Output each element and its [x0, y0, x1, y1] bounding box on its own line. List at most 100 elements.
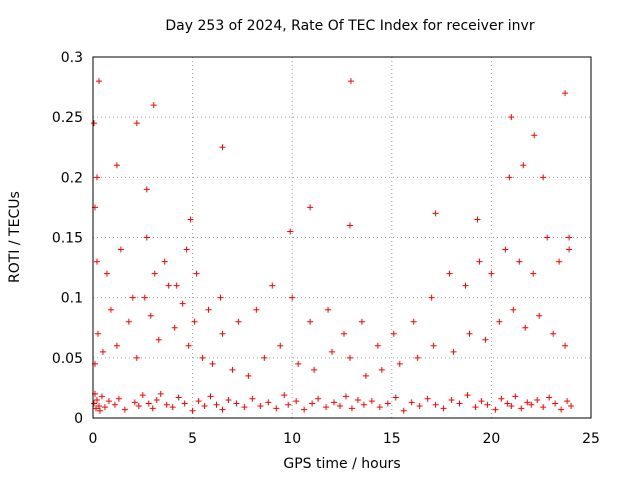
data-point — [161, 258, 168, 265]
data-point — [101, 404, 108, 411]
data-point — [354, 396, 361, 403]
data-point — [113, 162, 120, 169]
data-point — [205, 306, 212, 313]
data-point — [331, 399, 338, 406]
data-point — [117, 246, 124, 253]
y-tick-label: 0.3 — [61, 50, 83, 66]
data-point — [520, 162, 527, 169]
data-point — [315, 395, 322, 402]
data-point — [293, 398, 300, 405]
data-point — [143, 186, 150, 193]
y-tick-label: 0.25 — [52, 110, 83, 126]
data-point — [195, 398, 202, 405]
grid-lines — [93, 57, 591, 418]
data-point — [562, 90, 569, 97]
data-point — [346, 222, 353, 229]
data-point — [149, 405, 156, 412]
data-point — [277, 342, 284, 349]
data-point — [155, 336, 162, 343]
data-point — [93, 174, 100, 181]
data-point — [93, 258, 100, 265]
data-point — [531, 132, 538, 139]
data-point — [131, 399, 138, 406]
data-point — [287, 228, 294, 235]
chart-title: Day 253 of 2024, Rate Of TEC Index for r… — [165, 18, 535, 34]
data-point — [183, 246, 190, 253]
data-point — [472, 404, 479, 411]
data-point — [90, 400, 97, 407]
data-point — [476, 258, 483, 265]
data-point — [113, 342, 120, 349]
data-point — [556, 258, 563, 265]
data-point — [522, 324, 529, 331]
data-point — [189, 407, 196, 414]
data-point — [103, 270, 110, 277]
data-point — [201, 402, 208, 409]
data-point — [374, 342, 381, 349]
data-point — [550, 330, 557, 337]
data-point — [169, 404, 176, 411]
data-point — [358, 318, 365, 325]
data-point — [534, 396, 541, 403]
data-point — [285, 401, 292, 408]
data-point — [111, 401, 118, 408]
data-point — [241, 404, 248, 411]
data-point — [400, 407, 407, 414]
data-point — [482, 336, 489, 343]
data-point — [150, 102, 157, 109]
data-point — [544, 234, 551, 241]
data-point — [337, 402, 344, 409]
data-point — [133, 354, 140, 361]
data-point — [273, 405, 280, 412]
data-point — [235, 318, 242, 325]
data-point — [346, 354, 353, 361]
data-point — [125, 318, 132, 325]
data-point — [265, 399, 272, 406]
data-point — [466, 330, 473, 337]
data-point — [448, 396, 455, 403]
x-tick-label: 20 — [482, 431, 500, 447]
data-point — [281, 392, 288, 399]
data-point — [568, 402, 575, 409]
data-point — [93, 396, 100, 403]
y-tick-label: 0.1 — [61, 291, 83, 307]
data-point — [309, 400, 316, 407]
data-point — [536, 312, 543, 319]
data-point — [115, 395, 122, 402]
data-point — [496, 318, 503, 325]
data-point — [147, 312, 154, 319]
data-point — [424, 395, 431, 402]
data-point — [289, 294, 296, 301]
data-point — [408, 399, 415, 406]
data-point — [133, 120, 140, 127]
data-point — [410, 318, 417, 325]
data-point — [145, 400, 152, 407]
data-point — [362, 372, 369, 379]
data-point — [219, 330, 226, 337]
data-point — [179, 300, 186, 307]
data-point — [96, 407, 103, 414]
data-point — [342, 393, 349, 400]
data-point — [368, 398, 375, 405]
data-point — [307, 318, 314, 325]
data-point — [229, 366, 236, 373]
data-point — [94, 330, 101, 337]
data-point — [233, 400, 240, 407]
data-point — [219, 144, 226, 151]
data-point — [478, 398, 485, 405]
y-tick-label: 0.2 — [61, 170, 83, 186]
data-point — [329, 348, 336, 355]
data-point — [432, 401, 439, 408]
data-point — [414, 354, 421, 361]
data-point — [474, 216, 481, 223]
data-point — [488, 270, 495, 277]
data-point — [392, 394, 399, 401]
data-point — [90, 120, 97, 127]
data-point — [564, 398, 571, 405]
data-point — [384, 400, 391, 407]
data-point — [213, 401, 220, 408]
data-point — [540, 174, 547, 181]
data-point — [510, 306, 517, 313]
data-point — [390, 330, 397, 337]
data-point — [506, 174, 513, 181]
